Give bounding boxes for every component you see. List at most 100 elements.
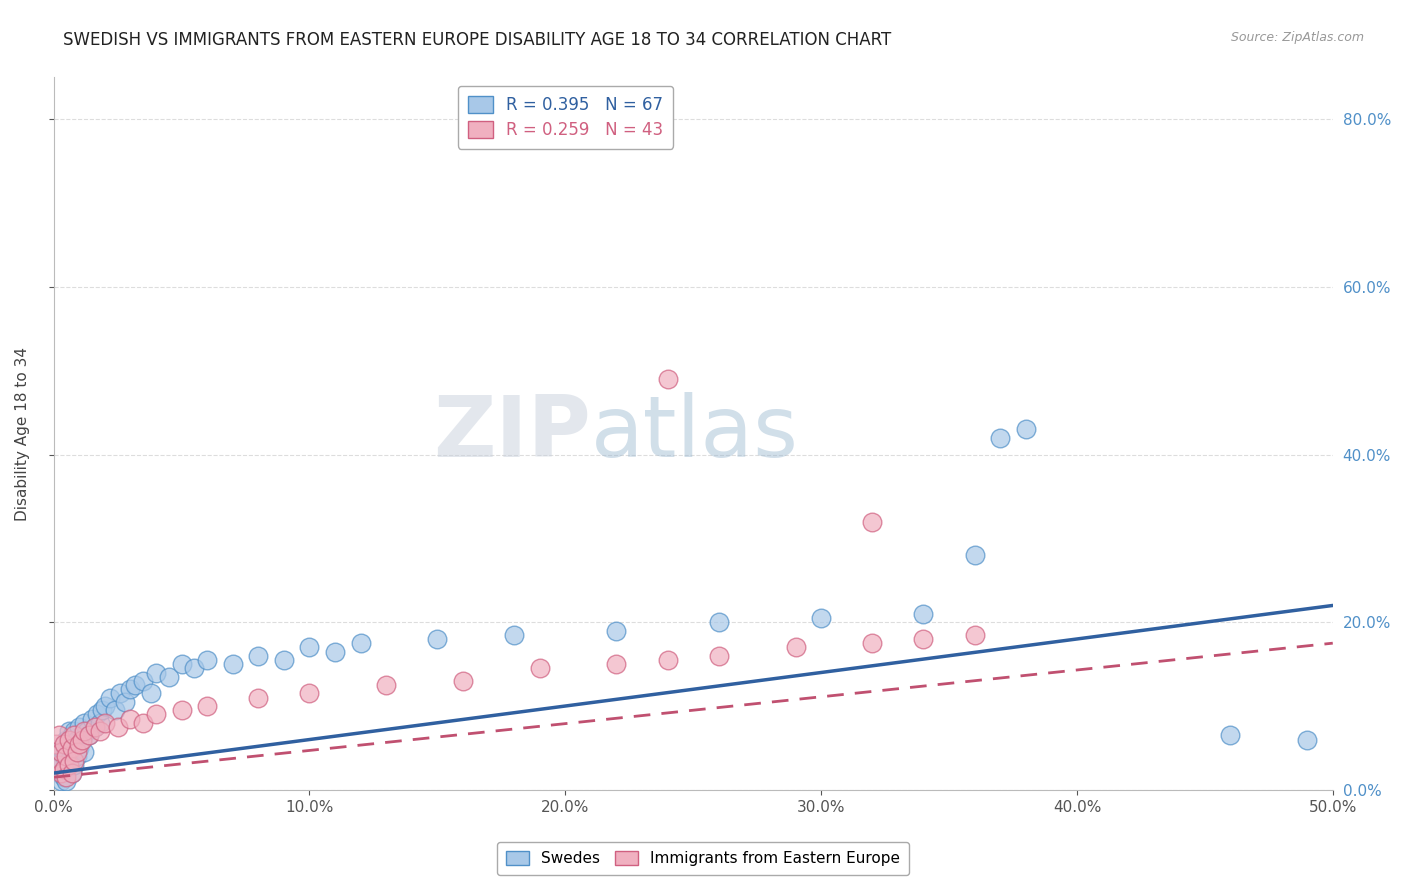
Legend: Swedes, Immigrants from Eastern Europe: Swedes, Immigrants from Eastern Europe — [496, 842, 910, 875]
Point — [375, 678, 398, 692]
Legend: R = 0.395   N = 67, R = 0.259   N = 43: R = 0.395 N = 67, R = 0.259 N = 43 — [457, 86, 673, 149]
Point — [58, 737, 80, 751]
Point — [451, 673, 474, 688]
Point — [67, 740, 90, 755]
Point — [323, 644, 346, 658]
Point — [785, 640, 807, 655]
Point — [52, 737, 75, 751]
Point — [107, 720, 129, 734]
Point — [108, 686, 131, 700]
Text: ZIP: ZIP — [433, 392, 591, 475]
Point — [98, 690, 121, 705]
Point — [426, 632, 449, 646]
Point — [45, 754, 67, 768]
Point — [83, 720, 105, 734]
Point — [63, 724, 86, 739]
Point — [810, 611, 832, 625]
Point — [52, 770, 75, 784]
Point — [139, 686, 162, 700]
Point — [1219, 728, 1241, 742]
Point — [63, 737, 86, 751]
Point — [1015, 422, 1038, 436]
Point — [195, 699, 218, 714]
Point — [529, 661, 551, 675]
Point — [60, 766, 83, 780]
Point — [58, 754, 80, 768]
Point — [183, 661, 205, 675]
Point — [247, 648, 270, 663]
Point — [860, 636, 883, 650]
Point — [349, 636, 371, 650]
Point — [605, 657, 627, 672]
Y-axis label: Disability Age 18 to 34: Disability Age 18 to 34 — [15, 347, 30, 521]
Text: Source: ZipAtlas.com: Source: ZipAtlas.com — [1230, 31, 1364, 45]
Point — [52, 762, 75, 776]
Point — [222, 657, 245, 672]
Point — [48, 757, 70, 772]
Point — [298, 640, 321, 655]
Point — [963, 548, 986, 562]
Point — [48, 745, 70, 759]
Point — [45, 737, 67, 751]
Point — [83, 720, 105, 734]
Point — [55, 745, 77, 759]
Point — [120, 682, 142, 697]
Point — [605, 624, 627, 638]
Point — [145, 665, 167, 680]
Point — [80, 712, 103, 726]
Point — [657, 372, 679, 386]
Point — [51, 740, 73, 755]
Point — [79, 728, 101, 742]
Point — [60, 766, 83, 780]
Point — [52, 737, 75, 751]
Point — [73, 745, 96, 759]
Point — [86, 707, 108, 722]
Point — [66, 749, 89, 764]
Point — [73, 715, 96, 730]
Point — [63, 754, 86, 768]
Point — [58, 732, 80, 747]
Point — [55, 774, 77, 789]
Point — [51, 757, 73, 772]
Point — [195, 653, 218, 667]
Point — [707, 648, 730, 663]
Point — [1296, 732, 1319, 747]
Point — [60, 728, 83, 742]
Point — [66, 732, 89, 747]
Point — [63, 757, 86, 772]
Point — [70, 732, 93, 747]
Point — [76, 724, 98, 739]
Point — [51, 774, 73, 789]
Point — [94, 699, 117, 714]
Point — [247, 690, 270, 705]
Point — [89, 715, 111, 730]
Point — [51, 766, 73, 780]
Point — [273, 653, 295, 667]
Point — [55, 770, 77, 784]
Text: SWEDISH VS IMMIGRANTS FROM EASTERN EUROPE DISABILITY AGE 18 TO 34 CORRELATION CH: SWEDISH VS IMMIGRANTS FROM EASTERN EUROP… — [63, 31, 891, 49]
Point — [912, 632, 935, 646]
Point — [48, 728, 70, 742]
Point — [988, 431, 1011, 445]
Text: atlas: atlas — [591, 392, 799, 475]
Point — [66, 745, 89, 759]
Point — [170, 657, 193, 672]
Point — [70, 732, 93, 747]
Point — [170, 703, 193, 717]
Point — [114, 695, 136, 709]
Point — [52, 749, 75, 764]
Point — [124, 678, 146, 692]
Point — [104, 703, 127, 717]
Point — [157, 670, 180, 684]
Point — [55, 749, 77, 764]
Point — [51, 745, 73, 759]
Point — [60, 740, 83, 755]
Point — [503, 628, 526, 642]
Point — [73, 724, 96, 739]
Point — [79, 728, 101, 742]
Point — [657, 653, 679, 667]
Point — [67, 737, 90, 751]
Point — [145, 707, 167, 722]
Point — [63, 728, 86, 742]
Point — [94, 715, 117, 730]
